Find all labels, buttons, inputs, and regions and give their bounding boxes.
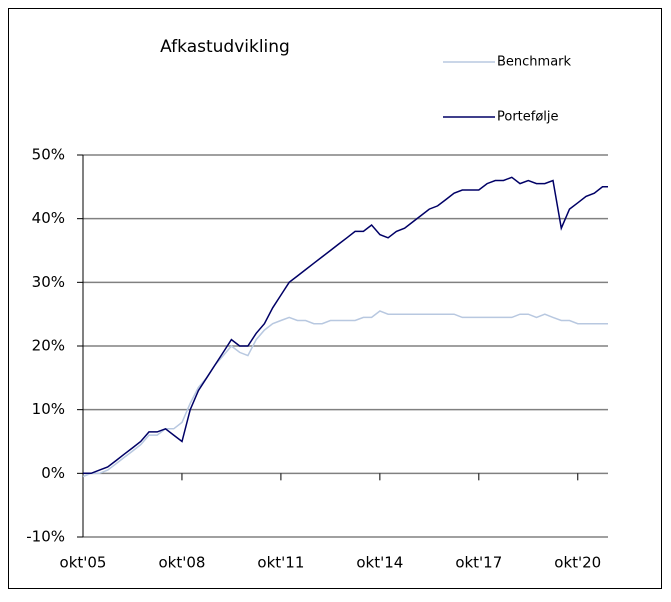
y-tick-label: 40% [32,209,65,227]
chart-title: Afkastudvikling [160,37,290,57]
y-tick-label: 30% [32,273,65,291]
y-tick-label: 50% [32,146,65,164]
x-tick-label: okt'05 [60,554,107,572]
x-tick-label: okt'20 [554,554,601,572]
y-tick-label: -10% [26,528,65,546]
legend-label: Portefølje [497,110,559,125]
series-line [83,176,608,475]
x-tick-label: okt'14 [356,554,403,572]
x-tick-label: okt'08 [158,554,205,572]
x-tick-label: okt'17 [455,554,502,572]
x-tick-label: okt'11 [257,554,304,572]
y-tick-label: 20% [32,337,65,355]
legend-label: Benchmark [497,55,572,70]
y-tick-label: 10% [32,400,65,418]
y-tick-label: 0% [41,464,65,482]
chart-border [8,8,662,589]
series-line [82,310,608,478]
